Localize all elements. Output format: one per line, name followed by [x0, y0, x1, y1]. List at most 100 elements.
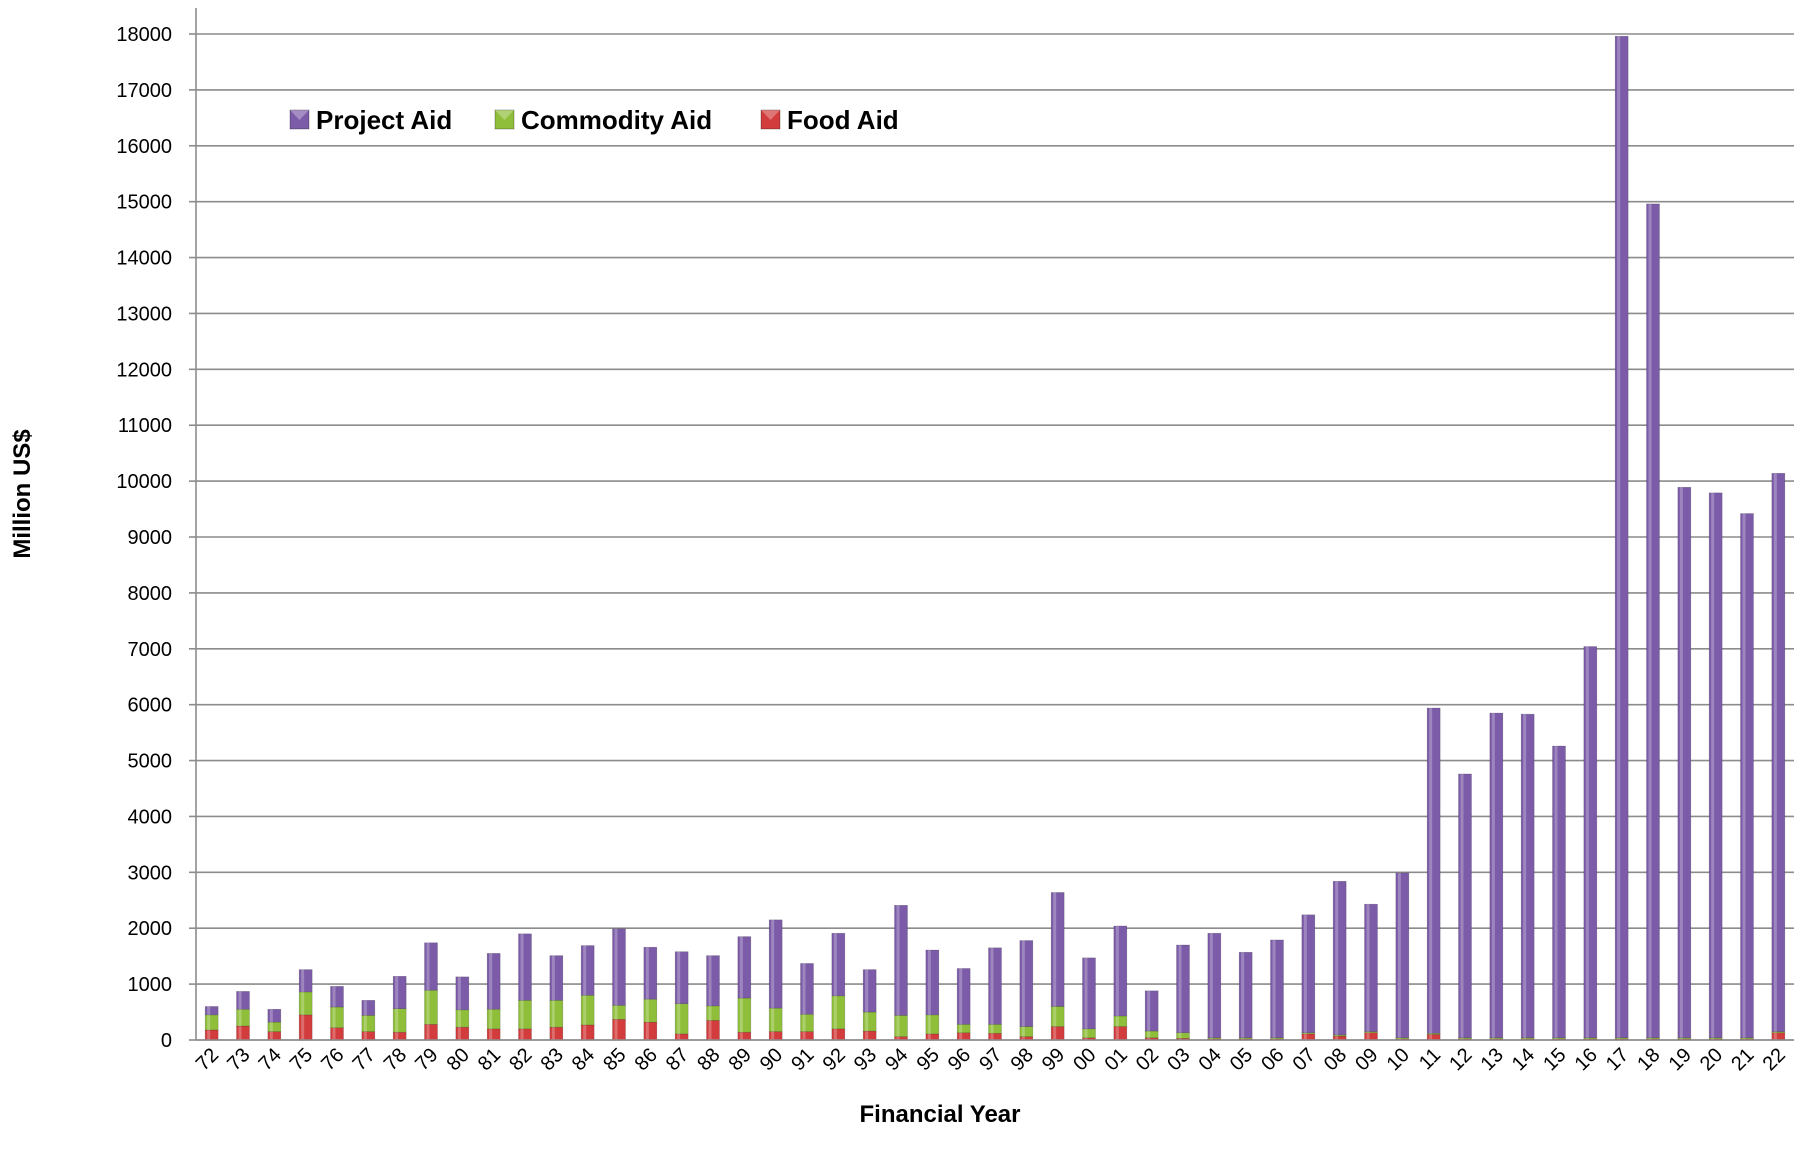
x-tick-label: 75: [286, 1044, 317, 1075]
bar-highlight: [363, 1031, 367, 1040]
bar-highlight: [551, 955, 555, 1001]
bar-food-aid-90: [768, 1031, 783, 1041]
bar-highlight: [1460, 773, 1464, 1038]
bar-highlight: [489, 1009, 493, 1029]
bar-project-aid-18: [1646, 203, 1660, 1039]
bar-highlight: [1397, 1037, 1401, 1039]
bar-project-aid-77: [361, 1000, 376, 1016]
bar-highlight: [1679, 1037, 1683, 1039]
x-tick-label: 83: [537, 1044, 568, 1075]
x-tick-label: 01: [1101, 1044, 1132, 1075]
bar-food-aid-91: [800, 1031, 814, 1041]
bar-highlight: [207, 1006, 211, 1015]
y-axis-title: Million US$: [9, 429, 36, 559]
y-tick-label: 3000: [128, 862, 173, 884]
bar-highlight: [708, 1020, 712, 1040]
bar-highlight: [1491, 713, 1495, 1038]
bar-project-aid-72: [204, 1006, 219, 1016]
bar-highlight: [771, 1008, 775, 1032]
y-tick-label: 9000: [128, 527, 173, 549]
bar-food-aid-86: [643, 1021, 658, 1041]
bar-highlight: [301, 1014, 305, 1040]
bar-highlight: [1335, 1034, 1339, 1037]
bar-highlight: [1773, 1032, 1777, 1040]
bar-project-aid-01: [1113, 925, 1128, 1017]
bar-highlight: [959, 1032, 963, 1040]
bar-food-aid-95: [925, 1033, 940, 1041]
x-tick-label: 89: [725, 1044, 756, 1075]
bar-highlight: [1366, 1031, 1370, 1033]
legend-label-project-aid: Project Aid: [316, 105, 452, 135]
x-tick-label: 91: [787, 1044, 818, 1075]
bar-food-aid-92: [831, 1028, 846, 1041]
bar-highlight: [1554, 1037, 1558, 1039]
x-tick-label: 81: [474, 1044, 505, 1075]
x-tick-label: 80: [443, 1044, 474, 1075]
bar-commodity-aid-99: [1050, 1006, 1065, 1027]
bar-highlight: [802, 1031, 806, 1040]
bar-highlight: [363, 1000, 367, 1016]
bar-highlight: [739, 998, 743, 1033]
x-tick-label: 72: [192, 1044, 223, 1075]
bar-highlight: [771, 919, 775, 1009]
x-tick-label: 14: [1508, 1044, 1539, 1075]
bar-food-aid-07: [1301, 1033, 1316, 1041]
bar-highlight: [1303, 1033, 1307, 1040]
bar-project-aid-83: [549, 955, 564, 1001]
x-tick-label: 84: [568, 1044, 599, 1075]
bar-commodity-aid-82: [518, 1000, 532, 1030]
bar-project-aid-79: [424, 942, 438, 991]
x-tick-label: 13: [1477, 1044, 1508, 1075]
bar-highlight: [1429, 1034, 1433, 1040]
bar-highlight: [238, 991, 242, 1010]
legend-label-food-aid: Food Aid: [787, 105, 899, 135]
bar-highlight: [1773, 1031, 1777, 1033]
x-tick-label: 77: [349, 1044, 380, 1075]
bar-commodity-aid-76: [330, 1006, 344, 1029]
bar-project-aid-12: [1458, 773, 1472, 1039]
bar-project-aid-93: [862, 969, 877, 1013]
bar-project-aid-99: [1050, 892, 1065, 1007]
bar-highlight: [833, 1028, 837, 1040]
bar-food-aid-72: [204, 1029, 219, 1041]
bar-highlight: [457, 1009, 461, 1028]
y-tick-label: 0: [161, 1030, 172, 1052]
legend-swatch-commodity-aid: [494, 109, 515, 130]
bar-highlight: [927, 950, 931, 1015]
bar-food-aid-82: [518, 1028, 532, 1041]
x-tick-label: 90: [756, 1044, 787, 1075]
bar-project-aid-81: [486, 953, 501, 1010]
x-tick-label: 05: [1226, 1044, 1257, 1075]
bar-project-aid-14: [1520, 713, 1535, 1039]
y-tick-label: 15000: [116, 192, 172, 214]
bar-highlight: [990, 947, 994, 1025]
bar-commodity-aid-95: [925, 1014, 940, 1035]
bar-food-aid-73: [236, 1025, 250, 1041]
bar-highlight: [865, 1012, 869, 1032]
y-tick-label: 6000: [128, 695, 173, 717]
bar-highlight: [269, 1009, 273, 1023]
bar-highlight: [708, 955, 712, 1006]
bar-project-aid-09: [1364, 903, 1378, 1032]
bar-commodity-aid-93: [862, 1011, 877, 1032]
x-axis-title: Financial Year: [860, 1101, 1021, 1128]
bar-project-aid-96: [956, 968, 971, 1025]
bar-project-aid-78: [392, 975, 407, 1010]
bar-highlight: [1366, 1032, 1370, 1040]
bar-highlight: [207, 1029, 211, 1040]
bar-highlight: [1617, 36, 1621, 1038]
x-tick-label: 18: [1633, 1044, 1664, 1075]
x-tick-label: 19: [1665, 1044, 1696, 1075]
x-axis-ticks: 72 73 74 75 76 77 78 79 80 81 82 83 84 85 86 87 88 89 90 91…: [192, 1039, 1794, 1075]
x-tick-label: 08: [1320, 1044, 1351, 1075]
x-tick-label: 97: [975, 1044, 1006, 1075]
bar-highlight: [1147, 990, 1151, 1032]
bar-highlight: [677, 1033, 681, 1040]
bar-highlight: [645, 999, 649, 1023]
bar-food-aid-97: [988, 1032, 1002, 1041]
x-tick-label: 82: [505, 1044, 536, 1075]
legend-swatch-bevel: [761, 110, 780, 120]
bar-highlight: [927, 1014, 931, 1034]
bar-project-aid-15: [1552, 745, 1566, 1039]
x-tick-label: 17: [1602, 1044, 1633, 1075]
